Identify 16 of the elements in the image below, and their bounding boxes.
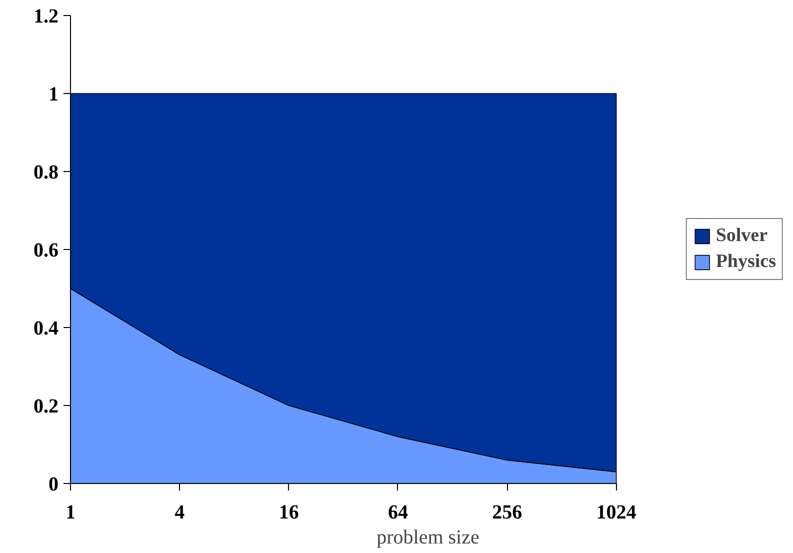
legend-label: Physics: [716, 251, 776, 273]
y-tick-label: 1: [48, 84, 58, 106]
x-tick-label: 1024: [596, 502, 636, 524]
x-tick-label: 64: [388, 502, 408, 524]
legend-label: Solver: [716, 225, 768, 247]
y-tick-label: 0.2: [34, 396, 58, 418]
y-tick-label: 1.2: [34, 6, 58, 28]
y-tick-label: 0.8: [34, 162, 58, 184]
x-tick-label: 256: [492, 502, 522, 524]
y-tick-label: 0: [48, 474, 58, 496]
x-tick-label: 16: [278, 502, 299, 524]
x-tick-label: 1: [66, 502, 76, 524]
x-axis-title: problem size: [376, 526, 480, 548]
y-tick-label: 0.4: [34, 318, 58, 340]
x-tick-label: 4: [174, 502, 185, 524]
y-tick-label: 0.6: [34, 240, 58, 262]
